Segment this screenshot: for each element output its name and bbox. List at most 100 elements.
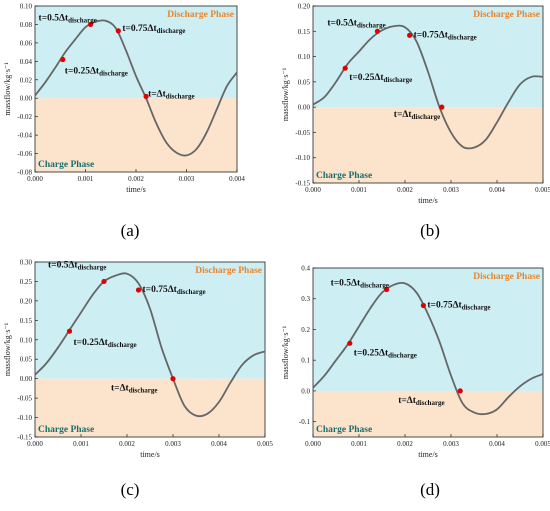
y-tick-label: -0.06 bbox=[17, 150, 32, 158]
chart-panel-2: 0.000 0.001 0.002 0.003 0.004 0.005 -0.15 -0.10… bbox=[281, 3, 550, 206]
charge-region bbox=[35, 98, 237, 172]
y-tick-label: 0.20 bbox=[20, 297, 33, 305]
annotation-label: t=Δtdischarge bbox=[398, 396, 444, 407]
x-tick-label: 0.002 bbox=[397, 186, 413, 194]
x-axis-label: time/s bbox=[140, 450, 160, 459]
annotation-label: t=0.75Δtdischarge bbox=[427, 300, 490, 311]
y-tick-label: -0.10 bbox=[295, 154, 310, 162]
discharge-region bbox=[313, 268, 543, 391]
x-tick-label: 0.000 bbox=[305, 186, 321, 194]
y-tick-label: 0.05 bbox=[298, 78, 311, 86]
annotation-marker bbox=[87, 21, 94, 28]
charge-phase-label: Charge Phase bbox=[38, 425, 94, 435]
annotation-marker bbox=[457, 388, 463, 394]
y-axis-label: massflow/kg·s⁻¹ bbox=[3, 62, 12, 116]
plot-frame bbox=[312, 267, 544, 438]
y-tick-label: 0.25 bbox=[20, 278, 33, 286]
x-tick-label: 0.000 bbox=[27, 175, 43, 183]
x-tick-label: 0.004 bbox=[211, 440, 227, 448]
annotation-label: t=0.25Δtdischarge bbox=[354, 348, 417, 359]
x-tick-label: 0.001 bbox=[73, 440, 89, 448]
annotation-label: t=0.5Δtdischarge bbox=[48, 260, 106, 271]
y-tick-label: 0.4 bbox=[301, 265, 310, 273]
discharge-phase-label: Discharge Phase bbox=[473, 272, 540, 282]
annotation-marker bbox=[347, 340, 353, 346]
discharge-phase-label: Discharge Phase bbox=[167, 10, 234, 20]
annotation-label: t=0.75Δtdischarge bbox=[143, 285, 206, 296]
y-tick-label: 0.10 bbox=[20, 3, 33, 11]
y-tick-label: -0.10 bbox=[17, 414, 32, 422]
y-tick-label: 0.06 bbox=[20, 39, 33, 47]
y-tick-label: 0.2 bbox=[301, 326, 310, 334]
annotation-label: t=Δtdischarge bbox=[394, 110, 440, 121]
panel-label: (b) bbox=[420, 221, 440, 240]
y-tick-label: 0.04 bbox=[20, 58, 33, 66]
annotation-marker bbox=[439, 104, 445, 110]
annotation-label: t=0.25Δtdischarge bbox=[349, 73, 412, 84]
x-tick-label: 0.005 bbox=[257, 440, 273, 448]
y-axis-label: massflow/kg·s⁻¹ bbox=[281, 67, 290, 121]
annotation-marker bbox=[407, 32, 413, 38]
annotation-marker bbox=[342, 65, 348, 71]
charge-phase-label: Charge Phase bbox=[316, 171, 372, 181]
y-axis-label: massflow/kg·s⁻¹ bbox=[281, 325, 290, 379]
plot-frame bbox=[34, 261, 266, 438]
panel-label: (d) bbox=[420, 480, 440, 499]
charge-region bbox=[313, 107, 543, 183]
discharge-region bbox=[35, 6, 237, 99]
panel-label: (a) bbox=[121, 221, 140, 240]
panel-label: (c) bbox=[121, 480, 140, 499]
x-axis-label: time/s bbox=[418, 450, 438, 459]
discharge-region bbox=[313, 6, 543, 108]
x-tick-label: 0.005 bbox=[535, 186, 550, 194]
y-tick-label: 0.05 bbox=[20, 356, 33, 364]
massflow-curve bbox=[34, 19, 238, 157]
charge-phase-label: Charge Phase bbox=[316, 425, 372, 435]
annotation-label: t=0.5Δtdischarge bbox=[39, 13, 97, 24]
x-axis-label: time/s bbox=[418, 196, 438, 205]
annotation-label: t=0.25Δtdischarge bbox=[74, 338, 137, 349]
y-tick-label: -0.04 bbox=[17, 132, 32, 140]
y-tick-label: -0.15 bbox=[17, 434, 32, 442]
annotation-marker bbox=[115, 28, 121, 34]
y-tick-label: 0.10 bbox=[20, 336, 33, 344]
annotation-label: t=Δtdischarge bbox=[148, 89, 194, 100]
annotation-marker bbox=[374, 28, 380, 34]
y-tick-label: -0.15 bbox=[295, 180, 310, 188]
x-tick-label: 0.001 bbox=[351, 186, 367, 194]
y-tick-label: 0.00 bbox=[20, 95, 33, 103]
annotation-marker bbox=[170, 376, 176, 382]
y-tick-label: 0.15 bbox=[20, 317, 33, 325]
x-tick-label: 0.001 bbox=[78, 175, 94, 183]
y-tick-label: -0.05 bbox=[295, 129, 310, 137]
annotation-label: t=0.25Δtdischarge bbox=[65, 66, 128, 77]
y-axis-label: massflow/kg·s⁻¹ bbox=[3, 322, 12, 376]
annotation-label: t=0.75Δtdischarge bbox=[414, 30, 477, 41]
discharge-region bbox=[35, 262, 265, 379]
x-tick-label: 0.000 bbox=[27, 440, 43, 448]
annotation-label: t=0.5Δtdischarge bbox=[327, 18, 385, 29]
chart-panel-1: 0.000 0.001 0.002 0.003 0.004 -0.08 -0.06 -0.04… bbox=[3, 3, 245, 195]
x-tick-label: 0.005 bbox=[535, 440, 550, 448]
annotation-label: t=0.5Δtdischarge bbox=[331, 279, 389, 290]
annotation-marker bbox=[135, 287, 142, 293]
y-tick-label: 0.00 bbox=[20, 375, 33, 383]
charge-phase-label: Charge Phase bbox=[38, 160, 94, 170]
annotation-marker bbox=[384, 286, 390, 293]
x-tick-label: 0.002 bbox=[128, 175, 144, 183]
x-tick-label: 0.004 bbox=[489, 440, 505, 448]
x-tick-label: 0.004 bbox=[489, 186, 505, 194]
annotation-marker bbox=[143, 93, 149, 99]
x-tick-label: 0.002 bbox=[119, 440, 135, 448]
y-tick-label: 0.15 bbox=[298, 28, 311, 36]
y-tick-label: -0.1 bbox=[299, 418, 311, 426]
massflow-curve bbox=[34, 272, 266, 418]
annotation-marker bbox=[101, 278, 107, 285]
y-tick-label: 0.10 bbox=[298, 53, 311, 61]
massflow-curve bbox=[312, 281, 544, 416]
x-tick-label: 0.003 bbox=[165, 440, 181, 448]
y-tick-label: 0.20 bbox=[298, 3, 311, 11]
annotation-marker bbox=[60, 56, 66, 63]
x-tick-label: 0.003 bbox=[179, 175, 195, 183]
